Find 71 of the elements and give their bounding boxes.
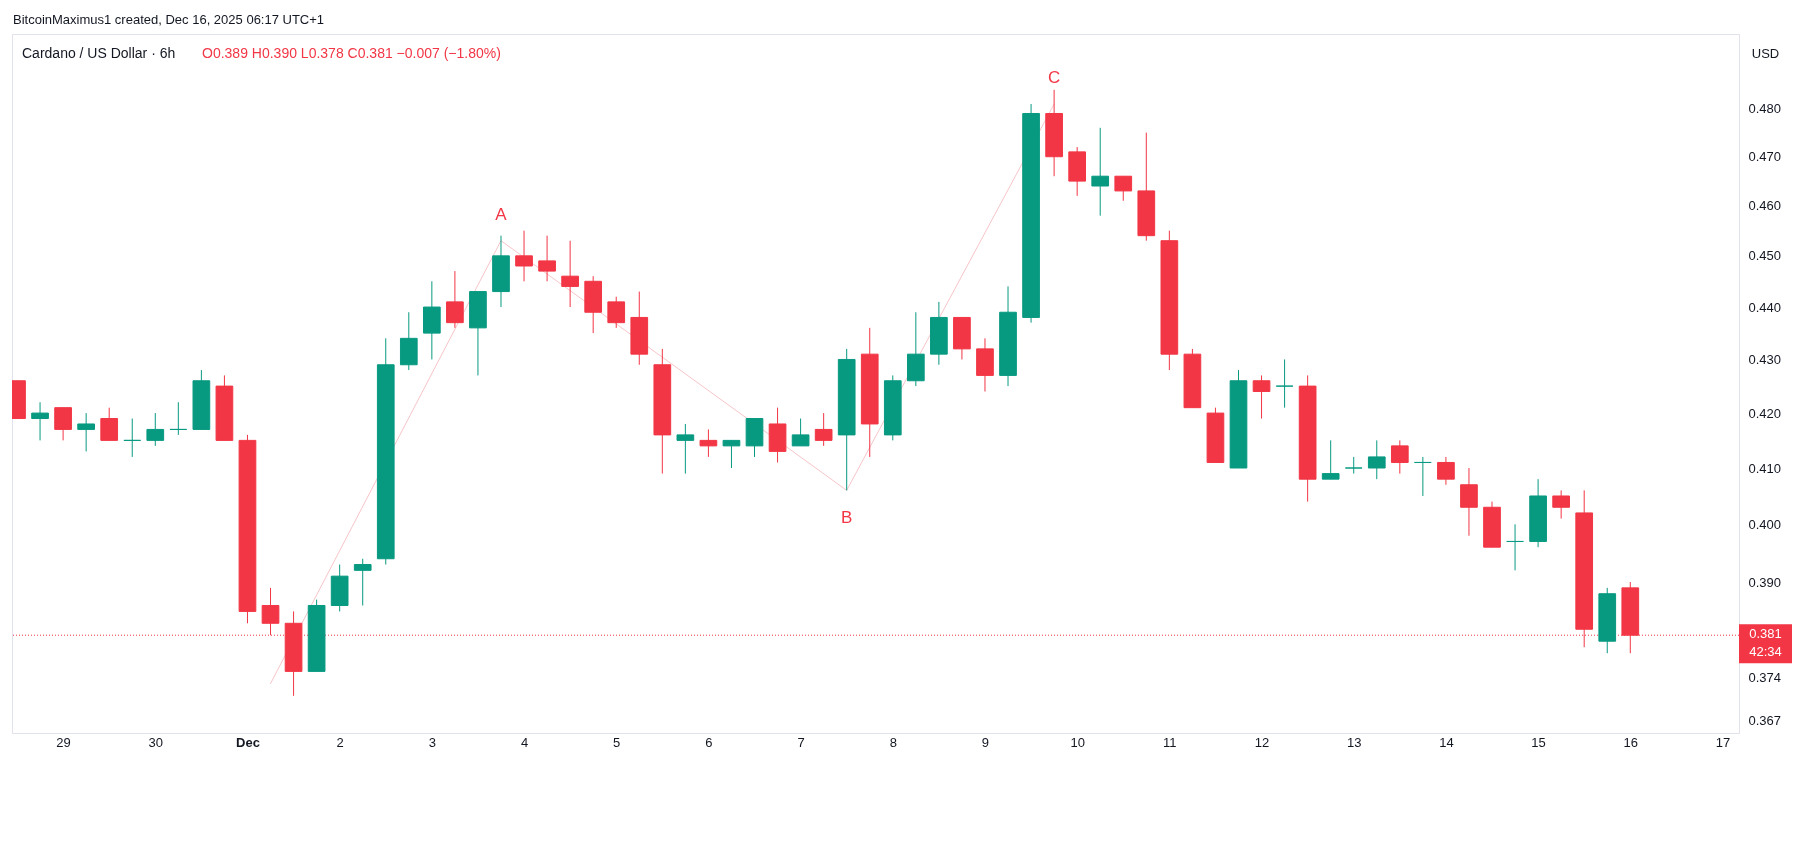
annotation: C <box>1047 67 1061 87</box>
candlestick <box>814 412 833 447</box>
x-tick-label: 4 <box>520 734 529 750</box>
candlestick <box>353 558 372 606</box>
candlestick <box>676 423 695 475</box>
y-tick-label: 0.440 <box>1748 299 1782 315</box>
candlestick <box>1321 439 1340 480</box>
x-tick-label: 12 <box>1254 734 1270 750</box>
x-tick-label: Dec <box>236 734 260 750</box>
x-tick-label: 15 <box>1531 734 1546 750</box>
candlestick <box>1390 439 1409 475</box>
y-tick-label: 0.480 <box>1748 101 1782 117</box>
text: 42:34 <box>1749 644 1782 660</box>
y-tick-label: 0.400 <box>1748 516 1782 532</box>
candlestick <box>446 270 464 329</box>
candlestick <box>607 296 626 329</box>
candlestick <box>699 428 718 458</box>
candlestick <box>261 587 280 636</box>
text: Cardano / US Dollar · 6h <box>22 45 176 61</box>
candlestick <box>77 412 95 452</box>
x-tick-label: 8 <box>889 734 897 750</box>
y-tick-label: 0.470 <box>1748 149 1782 165</box>
x-tick-label: 17 <box>1715 734 1731 750</box>
candlestick <box>146 412 165 447</box>
candlestick <box>169 401 188 436</box>
candlestick <box>1460 467 1478 537</box>
y-tick-label: 0.460 <box>1748 198 1782 214</box>
candlestick <box>1506 523 1524 571</box>
candlestick <box>31 401 49 441</box>
x-tick-label: 5 <box>613 734 621 750</box>
candlestick <box>538 235 556 282</box>
candlestick <box>1437 456 1455 486</box>
annotation: O0.389 H0.390 L0.378 C0.381 −0.007 (−1.80%) <box>202 45 501 61</box>
candlestick <box>1275 358 1294 409</box>
y-tick-label: 0.390 <box>1748 574 1782 590</box>
candlestick <box>1091 127 1110 217</box>
x-tick-label: 10 <box>1070 734 1085 750</box>
candlestick <box>1552 489 1570 520</box>
candlestick <box>54 407 72 441</box>
x-tick-label: 13 <box>1346 734 1362 750</box>
y-tick-label: 0.374 <box>1748 669 1782 685</box>
candlestick <box>1252 374 1271 420</box>
y-tick-label: 0.367 <box>1748 713 1782 729</box>
y-tick-label: 0.420 <box>1748 405 1782 421</box>
y-tick-label: 0.450 <box>1748 248 1782 264</box>
candlestick <box>123 418 142 458</box>
candlestick <box>1114 175 1133 202</box>
text: USD <box>1751 46 1780 61</box>
annotation: A <box>495 204 508 224</box>
x-tick-label: 11 <box>1163 734 1177 750</box>
x-tick-label: 6 <box>705 734 713 750</box>
y-tick-label: 0.430 <box>1748 351 1782 367</box>
candlestick <box>100 407 119 441</box>
x-tick-label: 14 <box>1439 734 1454 750</box>
annotation: B <box>841 508 853 528</box>
x-tick-label: 29 <box>56 734 71 750</box>
y-tick-label: 0.410 <box>1748 460 1782 476</box>
x-tick-label: 30 <box>148 734 164 750</box>
candlestick <box>1414 456 1432 497</box>
x-tick-label: 9 <box>981 734 990 750</box>
candlestick <box>791 418 810 447</box>
x-tick-label: 16 <box>1623 734 1639 750</box>
candlestick <box>1367 439 1386 480</box>
ref-line-label: 0.381 <box>1749 626 1782 642</box>
x-tick-label: 2 <box>336 734 344 750</box>
text: BitcoinMaximus1 created, Dec 16, 2025 06:17 UTC+1 <box>13 12 325 27</box>
x-tick-label: 3 <box>428 734 436 750</box>
candlestick <box>515 230 533 282</box>
candlestick <box>561 240 579 308</box>
x-tick-label: 7 <box>797 734 805 750</box>
candlestick <box>722 439 741 469</box>
